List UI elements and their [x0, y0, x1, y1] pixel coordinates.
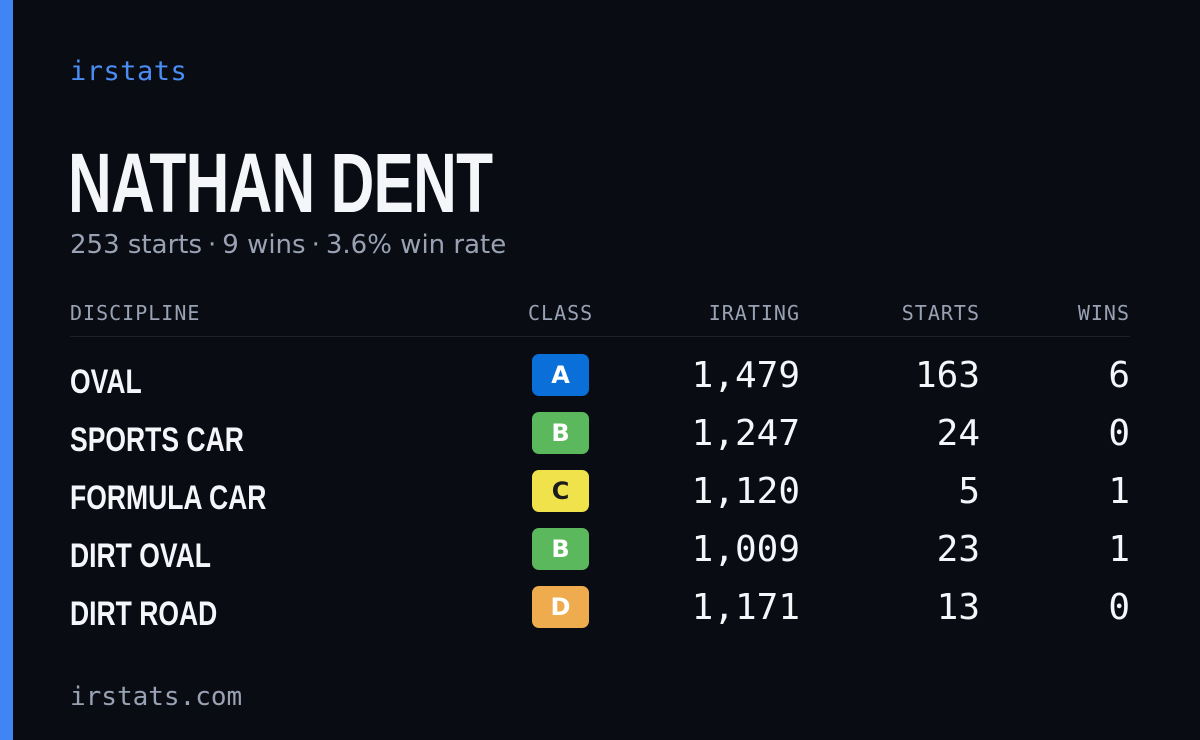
wins-value: 0 — [1108, 587, 1130, 628]
header-starts: STARTS — [901, 301, 980, 325]
summary-wins: 9 wins — [222, 230, 306, 260]
discipline-name: DIRT ROAD — [70, 595, 218, 633]
discipline-name: SPORTS CAR — [70, 421, 244, 459]
class-badge: A — [532, 354, 589, 396]
discipline-name: OVAL — [70, 363, 142, 401]
class-badge: C — [532, 470, 589, 512]
wins-value: 1 — [1108, 471, 1130, 512]
irating-value: 1,120 — [691, 471, 800, 512]
header-divider — [70, 336, 1130, 337]
class-badge: B — [532, 528, 589, 570]
driver-name: NATHAN DENT — [68, 136, 493, 230]
class-badge: B — [532, 412, 589, 454]
wins-value: 6 — [1108, 355, 1130, 396]
starts-value: 24 — [936, 413, 980, 454]
starts-value: 13 — [936, 587, 980, 628]
footer-url: irstats.com — [70, 682, 243, 712]
header-class: CLASS — [528, 301, 594, 325]
irating-value: 1,171 — [691, 587, 800, 628]
class-badge: D — [532, 586, 589, 628]
header-discipline: DISCIPLINE — [70, 301, 201, 325]
header-wins: WINS — [1077, 301, 1130, 325]
table-row: DIRT OVAL B 1,009 23 1 — [70, 528, 1130, 586]
irating-value: 1,009 — [691, 529, 800, 570]
driver-summary: 253 starts · 9 wins · 3.6% win rate — [70, 228, 506, 262]
wins-value: 1 — [1108, 529, 1130, 570]
brand-logo: irstats — [70, 56, 188, 87]
starts-value: 163 — [914, 355, 980, 396]
summary-separator: · — [311, 230, 320, 260]
header-irating: IRATING — [708, 301, 800, 325]
discipline-name: FORMULA CAR — [70, 479, 267, 517]
summary-win-rate: 3.6% win rate — [325, 230, 507, 260]
summary-starts: 253 starts — [70, 230, 202, 260]
irating-value: 1,479 — [691, 355, 800, 396]
table-row: DIRT ROAD D 1,171 13 0 — [70, 586, 1130, 644]
wins-value: 0 — [1108, 413, 1130, 454]
irating-value: 1,247 — [691, 413, 800, 454]
table-row: OVAL A 1,479 163 6 — [70, 354, 1130, 412]
starts-value: 23 — [936, 529, 980, 570]
table-row: SPORTS CAR B 1,247 24 0 — [70, 412, 1130, 470]
accent-bar — [0, 0, 13, 740]
table-row: FORMULA CAR C 1,120 5 1 — [70, 470, 1130, 528]
summary-separator: · — [208, 230, 217, 260]
starts-value: 5 — [958, 471, 980, 512]
discipline-name: DIRT OVAL — [70, 537, 211, 575]
